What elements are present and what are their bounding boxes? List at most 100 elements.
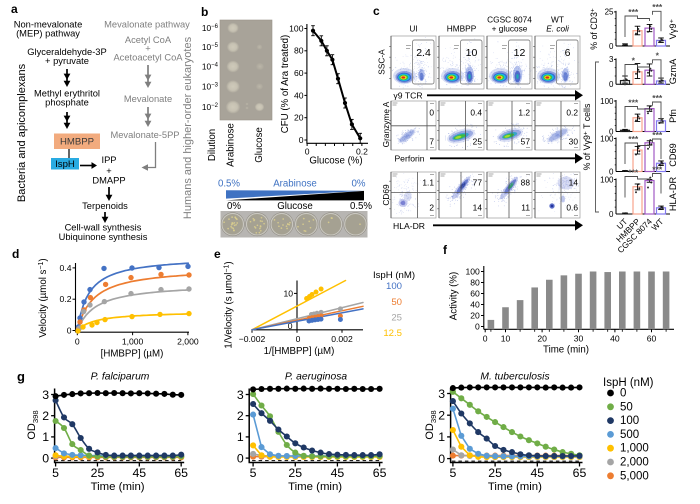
svg-text:3: 3 [438, 387, 445, 401]
svg-text:50: 50 [391, 297, 402, 308]
svg-text:0: 0 [429, 108, 434, 118]
svg-text:Granzyme A: Granzyme A [381, 101, 391, 147]
svg-text:0.5%: 0.5% [218, 179, 240, 190]
svg-text:100: 100 [386, 281, 402, 292]
svg-text:2: 2 [438, 409, 445, 423]
svg-text:+ pyruvate: + pyruvate [45, 56, 89, 66]
svg-text:+: + [145, 44, 150, 54]
svg-text:25: 25 [473, 137, 483, 147]
svg-text:2,000: 2,000 [177, 337, 199, 347]
svg-text:Glyceraldehyde-3P: Glyceraldehyde-3P [27, 47, 106, 57]
svg-text:HMBPP: HMBPP [447, 24, 477, 34]
svg-text:+ glucose: + glucose [492, 24, 528, 34]
svg-text:2: 2 [237, 409, 244, 423]
svg-text:2: 2 [42, 409, 49, 423]
svg-text:10−6: 10−6 [202, 23, 219, 33]
svg-text:Terpenoids: Terpenoids [82, 201, 128, 211]
svg-text:Time (min): Time (min) [543, 345, 589, 356]
svg-text:0: 0 [609, 210, 614, 219]
svg-text:2: 2 [429, 203, 434, 213]
svg-text:5: 5 [250, 466, 257, 480]
svg-text:% of Vγ9+ T cells: % of Vγ9+ T cells [582, 103, 592, 170]
svg-text:57: 57 [521, 137, 531, 147]
svg-text:20: 20 [294, 113, 304, 123]
svg-text:65: 65 [573, 466, 587, 480]
svg-text:Glucose: Glucose [254, 127, 265, 163]
svg-text:Pfn: Pfn [668, 109, 678, 123]
svg-text:40: 40 [610, 333, 620, 343]
svg-text:25: 25 [288, 466, 302, 480]
svg-text:60: 60 [470, 288, 480, 298]
svg-text:0: 0 [620, 388, 626, 400]
svg-text:0.4: 0.4 [60, 263, 72, 273]
svg-text:30: 30 [574, 333, 584, 343]
svg-text:+: + [106, 166, 111, 176]
svg-text:45: 45 [530, 466, 544, 480]
svg-text:HMBPP: HMBPP [60, 137, 94, 148]
svg-text:*: * [656, 51, 660, 61]
svg-text:Perforin: Perforin [394, 154, 424, 164]
svg-text:50: 50 [620, 401, 633, 413]
svg-text:Acetoacetyl CoA: Acetoacetyl CoA [113, 53, 183, 63]
svg-text:25: 25 [391, 313, 402, 324]
svg-text:10−3: 10−3 [202, 82, 219, 92]
svg-text:77: 77 [473, 178, 483, 188]
svg-text:0: 0 [483, 333, 488, 343]
svg-text:10−2: 10−2 [202, 102, 219, 112]
svg-text:14: 14 [473, 203, 483, 213]
svg-text:CFU (% of Ara treated): CFU (% of Ara treated) [280, 35, 291, 134]
svg-text:100: 100 [600, 175, 614, 184]
svg-text:0: 0 [237, 451, 244, 465]
svg-text:0.002: 0.002 [331, 334, 353, 344]
svg-text:100: 100 [600, 97, 614, 106]
svg-text:b: b [201, 5, 208, 19]
svg-text:100: 100 [620, 415, 639, 427]
svg-text:0: 0 [288, 321, 293, 331]
svg-text:0: 0 [305, 147, 310, 157]
svg-text:3: 3 [42, 388, 49, 402]
svg-text:e: e [214, 247, 221, 261]
svg-text:0: 0 [609, 127, 614, 136]
svg-text:0: 0 [609, 167, 614, 176]
svg-text:100: 100 [600, 134, 614, 143]
svg-text:1,000: 1,000 [122, 337, 144, 347]
svg-text:IPP: IPP [101, 155, 116, 165]
svg-text:***: *** [628, 134, 639, 144]
svg-text:80: 80 [294, 46, 304, 56]
svg-text:65: 65 [174, 466, 188, 480]
svg-text:0%: 0% [227, 201, 241, 212]
svg-text:DMAPP: DMAPP [92, 176, 125, 186]
svg-text:60: 60 [294, 68, 304, 78]
svg-text:−0.002: −0.002 [239, 334, 266, 344]
svg-text:0: 0 [438, 452, 445, 466]
svg-text:Velocity (µmol s−1): Velocity (µmol s−1) [38, 258, 49, 337]
svg-text:0: 0 [67, 325, 72, 335]
svg-text:88: 88 [521, 178, 531, 188]
svg-text:0: 0 [296, 334, 301, 344]
svg-text:f: f [443, 243, 448, 257]
svg-text:***: *** [652, 93, 663, 103]
svg-text:0.2: 0.2 [356, 147, 368, 157]
svg-text:0: 0 [609, 80, 614, 89]
svg-text:5,000: 5,000 [620, 470, 649, 482]
svg-text:5: 5 [449, 466, 456, 480]
svg-text:UI: UI [409, 24, 417, 34]
svg-text:2,000: 2,000 [620, 457, 649, 469]
svg-text:c: c [373, 4, 380, 18]
svg-text:(MEP) pathway: (MEP) pathway [16, 29, 80, 39]
svg-text:60: 60 [647, 333, 657, 343]
svg-text:12.5: 12.5 [383, 328, 402, 339]
svg-text:M. tuberculosis: M. tuberculosis [480, 372, 549, 383]
svg-text:100: 100 [289, 23, 304, 33]
svg-text:1.2: 1.2 [518, 108, 530, 118]
svg-text:SSC-A: SSC-A [377, 49, 387, 75]
svg-text:500: 500 [620, 429, 639, 441]
svg-text:Arabinose: Arabinose [273, 179, 317, 190]
svg-text:*: * [632, 55, 636, 65]
svg-text:***: *** [628, 97, 639, 107]
svg-text:***: *** [628, 7, 639, 17]
svg-text:12: 12 [514, 47, 526, 59]
svg-text:3: 3 [609, 55, 614, 64]
svg-text:45: 45 [331, 466, 345, 480]
svg-text:0.5%: 0.5% [350, 201, 372, 212]
